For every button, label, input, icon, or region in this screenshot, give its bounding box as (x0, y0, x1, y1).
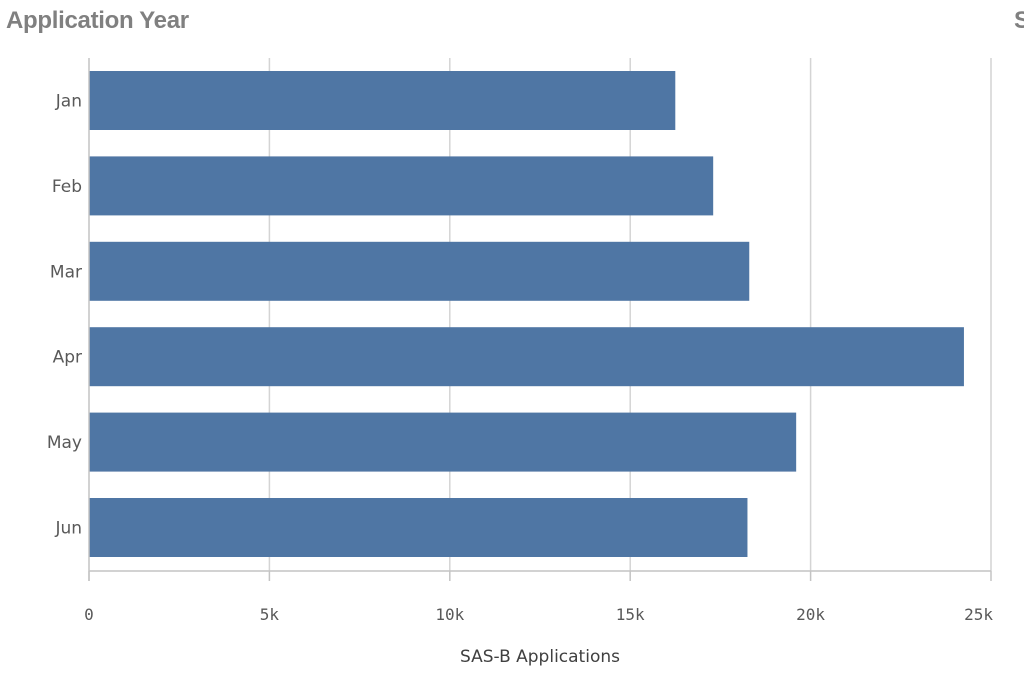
bar-feb[interactable] (89, 156, 714, 216)
category-label: Feb (52, 177, 82, 197)
bar-apr[interactable] (89, 327, 964, 387)
category-labels: Jan Feb Mar Apr May Jun (47, 92, 82, 539)
x-tick-label: 5k (260, 605, 280, 624)
category-label: Jun (54, 519, 82, 539)
next-chart-title-fragment: S (1014, 7, 1024, 34)
category-label: Apr (53, 348, 82, 368)
x-tick-label: 0 (84, 605, 94, 624)
category-label: May (47, 433, 82, 453)
x-axis-title: SAS-B Applications (460, 647, 620, 667)
category-label: Mar (50, 262, 82, 282)
x-tick-label: 10k (435, 605, 464, 624)
x-tick-label: 25k (964, 605, 993, 624)
bar-jan[interactable] (89, 71, 676, 130)
bars (89, 71, 964, 557)
x-axis: 0 5k 10k 15k 20k 25k (84, 58, 993, 624)
x-tick-label: 20k (796, 605, 825, 624)
category-label: Jan (55, 92, 82, 112)
bar-may[interactable] (89, 412, 797, 472)
chart-title: Application Year (6, 7, 189, 34)
bar-mar[interactable] (89, 241, 750, 301)
grid-lines (268, 58, 992, 571)
x-tick-label: 15k (616, 605, 645, 624)
bar-jun[interactable] (89, 498, 748, 557)
